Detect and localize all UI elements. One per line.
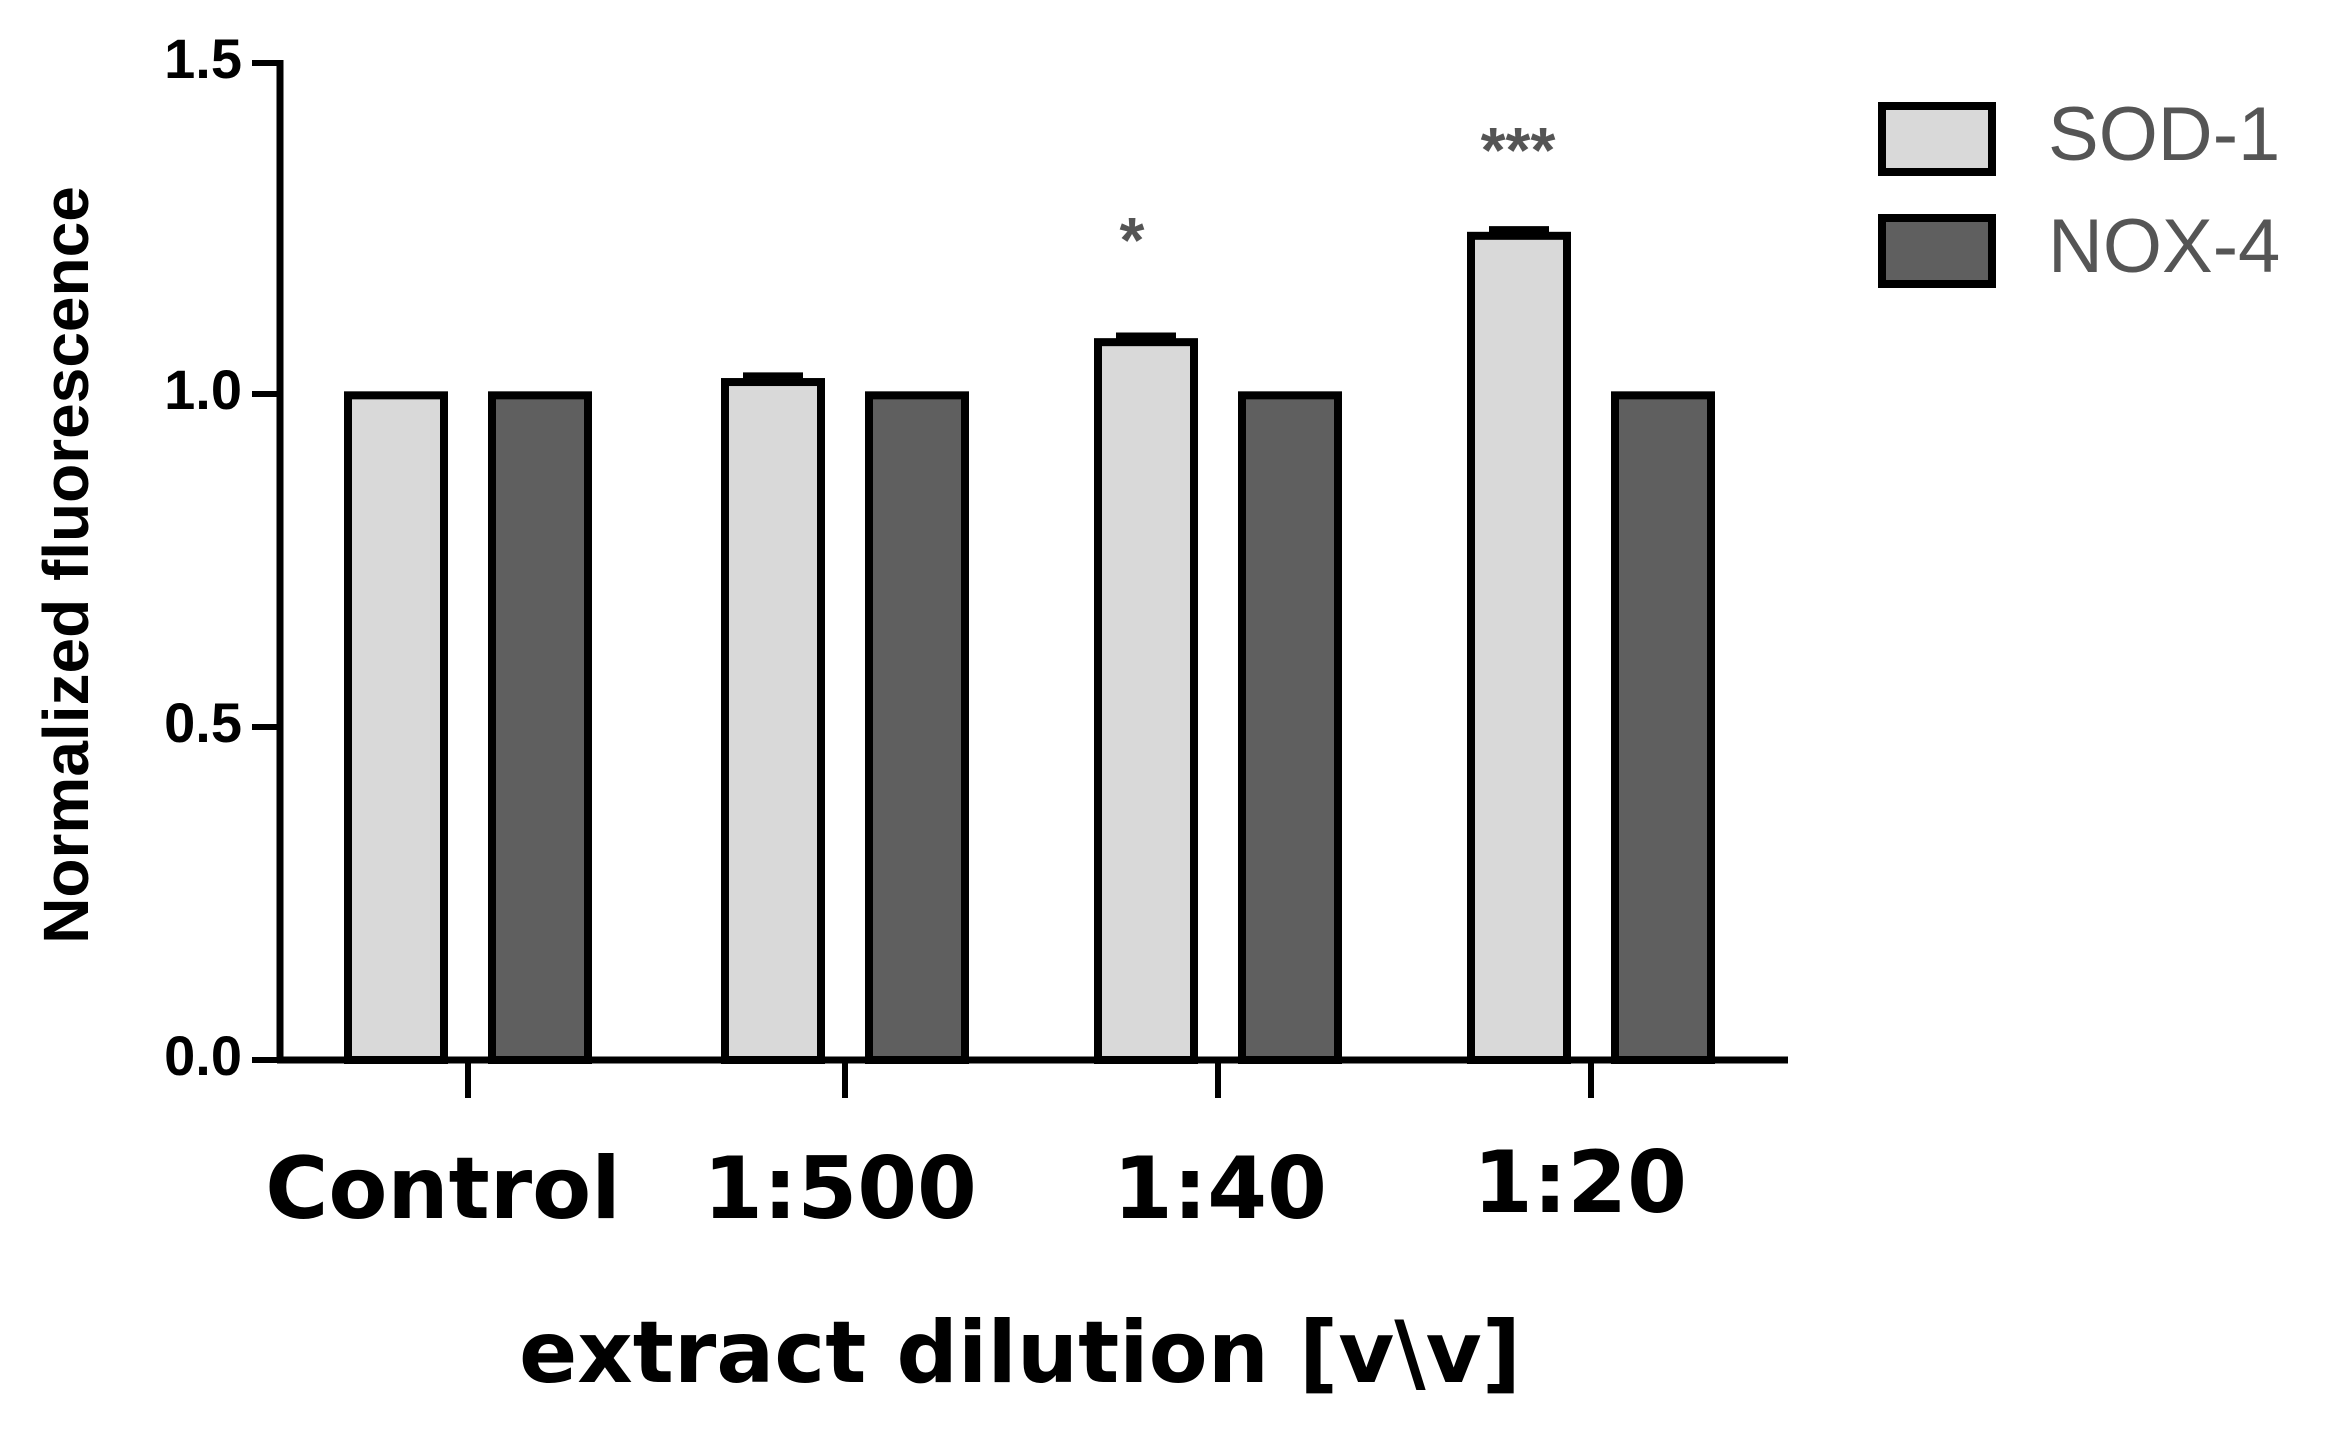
bar-nox4-2 [1238, 391, 1342, 1065]
y-tick-label: 1.0 [164, 358, 242, 421]
x-category-label: Control [265, 1139, 621, 1239]
legend-label: SOD-1 [2048, 92, 2280, 177]
x-category-label: 1:40 [1113, 1139, 1327, 1239]
x-category-label: 1:500 [703, 1139, 977, 1239]
bar-nox4-0 [488, 391, 592, 1065]
legend: SOD-1 NOX-4 [1878, 92, 2280, 289]
x-category-label: 1:20 [1473, 1133, 1687, 1233]
bars-group [344, 226, 1715, 1065]
x-axis-title: extract dilution [v\v] [519, 1303, 1521, 1403]
legend-label: NOX-4 [2048, 204, 2280, 289]
significance-label: *** [1481, 114, 1556, 186]
legend-swatch-nox4 [1878, 214, 1996, 288]
bar-sod1-1 [721, 378, 825, 1065]
significance-label: * [1120, 204, 1145, 276]
bar-nox4-3 [1611, 391, 1715, 1065]
y-tick-label: 0.0 [164, 1024, 242, 1087]
bar-sod1-3 [1467, 231, 1571, 1064]
bar-sod1-2 [1094, 338, 1198, 1065]
legend-swatch-sod1 [1878, 102, 1996, 176]
y-axis-title: Normalized fluorescence [30, 186, 102, 944]
bar-nox4-1 [865, 391, 969, 1065]
y-tick-label: 1.5 [164, 27, 242, 90]
y-tick-label: 0.5 [164, 691, 242, 754]
bar-sod1-0 [344, 391, 448, 1065]
